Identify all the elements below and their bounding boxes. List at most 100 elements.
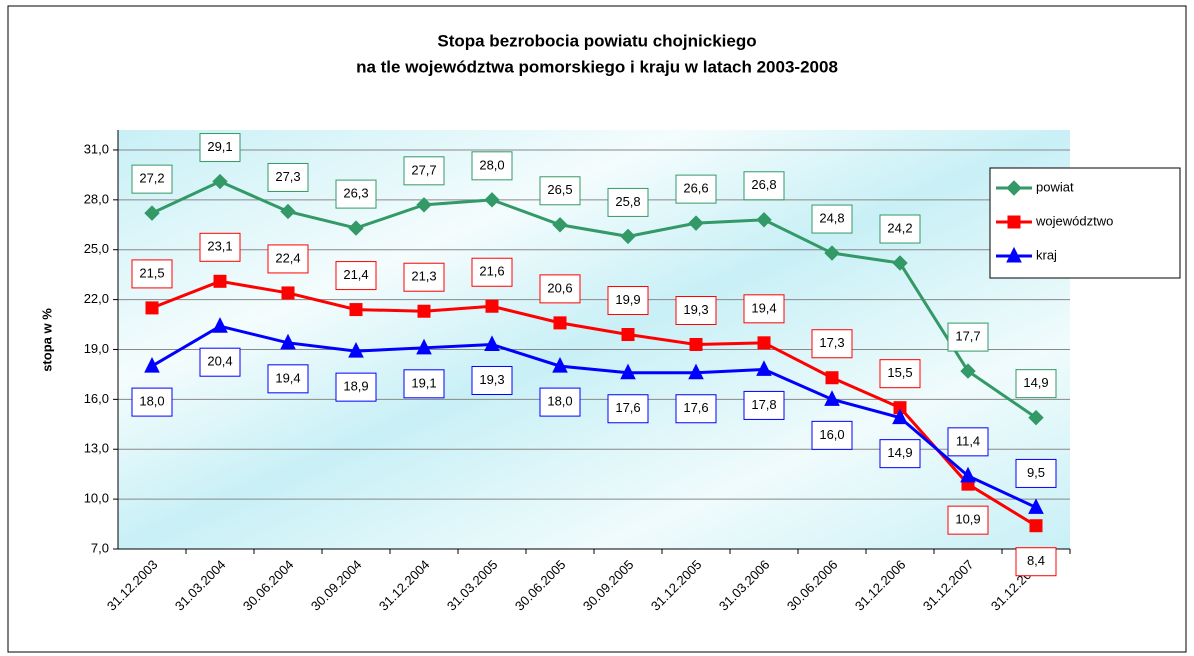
data-label-box bbox=[811, 420, 853, 450]
marker bbox=[1028, 498, 1044, 514]
marker bbox=[960, 466, 976, 483]
data-label-box bbox=[743, 294, 785, 324]
data-label-box bbox=[539, 274, 581, 304]
data-label: 24,8 bbox=[819, 210, 844, 225]
data-label: 17,8 bbox=[751, 397, 776, 412]
y-tick-label: 28,0 bbox=[84, 191, 109, 206]
data-label: 18,0 bbox=[547, 394, 572, 409]
series-line bbox=[151, 179, 1037, 419]
data-label-box bbox=[199, 232, 241, 262]
marker bbox=[416, 338, 432, 355]
data-label: 17,7 bbox=[955, 329, 980, 344]
data-label: 14,9 bbox=[887, 445, 912, 460]
series-line bbox=[151, 324, 1037, 509]
data-label: 26,6 bbox=[683, 181, 708, 196]
marker bbox=[553, 316, 567, 330]
marker bbox=[960, 363, 976, 379]
marker bbox=[688, 363, 704, 380]
marker bbox=[348, 220, 364, 236]
marker bbox=[824, 245, 840, 261]
data-label-box bbox=[403, 262, 445, 292]
marker bbox=[417, 304, 431, 318]
data-label-box bbox=[1015, 547, 1057, 577]
marker bbox=[892, 255, 908, 271]
data-label: 27,7 bbox=[411, 162, 436, 177]
data-label: 26,5 bbox=[547, 182, 572, 197]
data-label-box bbox=[335, 372, 377, 402]
data-label-box bbox=[607, 187, 649, 217]
data-label: 8,4 bbox=[1027, 553, 1045, 568]
data-label: 20,6 bbox=[547, 280, 572, 295]
marker bbox=[621, 328, 635, 342]
data-label: 23,1 bbox=[207, 239, 232, 254]
chart-title: Stopa bezrobocia powiatu chojnickiego bbox=[437, 31, 756, 50]
data-label-box bbox=[947, 427, 989, 457]
data-label-box bbox=[811, 204, 853, 234]
legend-marker bbox=[1006, 180, 1022, 196]
marker bbox=[145, 301, 159, 315]
data-label-box bbox=[199, 133, 241, 163]
data-label-box bbox=[403, 369, 445, 399]
data-label-box bbox=[879, 359, 921, 389]
data-label: 21,6 bbox=[479, 264, 504, 279]
data-label-box bbox=[267, 364, 309, 394]
legend-label: województwo bbox=[1035, 213, 1113, 228]
marker bbox=[485, 299, 499, 313]
marker bbox=[416, 197, 432, 213]
data-label: 25,8 bbox=[615, 194, 640, 209]
data-label-box bbox=[335, 179, 377, 209]
data-label: 17,6 bbox=[615, 400, 640, 415]
data-label-box bbox=[1015, 458, 1057, 488]
marker bbox=[349, 303, 363, 317]
data-label: 26,8 bbox=[751, 177, 776, 192]
data-label: 28,0 bbox=[479, 157, 504, 172]
y-tick-label: 10,0 bbox=[84, 491, 109, 506]
marker bbox=[825, 371, 839, 385]
data-label: 10,9 bbox=[955, 512, 980, 527]
chart-subtitle: na tle województwa pomorskiego i kraju w… bbox=[356, 57, 838, 76]
data-label-box bbox=[743, 171, 785, 201]
data-label-box bbox=[675, 394, 717, 424]
marker bbox=[756, 212, 772, 228]
marker bbox=[620, 228, 636, 245]
data-label-box bbox=[131, 387, 173, 417]
marker bbox=[484, 192, 500, 208]
data-label: 19,1 bbox=[411, 375, 436, 390]
data-label: 14,9 bbox=[1023, 375, 1048, 390]
marker bbox=[757, 336, 771, 350]
data-label-box bbox=[539, 176, 581, 206]
data-label: 19,4 bbox=[751, 300, 776, 315]
marker bbox=[689, 337, 703, 351]
y-tick-label: 25,0 bbox=[84, 241, 109, 256]
data-label: 20,4 bbox=[207, 354, 232, 369]
legend-marker bbox=[1006, 246, 1022, 263]
data-label: 17,6 bbox=[683, 400, 708, 415]
data-label-box bbox=[1015, 369, 1057, 399]
plot-area bbox=[118, 130, 1070, 549]
data-label: 16,0 bbox=[819, 427, 844, 442]
marker bbox=[348, 342, 364, 358]
legend-marker bbox=[1007, 215, 1021, 229]
data-label: 22,4 bbox=[275, 250, 300, 265]
data-label-box bbox=[131, 259, 173, 289]
marker bbox=[552, 356, 568, 373]
data-label-box bbox=[539, 387, 581, 417]
y-tick-label: 13,0 bbox=[84, 441, 109, 456]
marker bbox=[280, 333, 296, 350]
data-label-box bbox=[879, 214, 921, 244]
y-axis-title: stopa w % bbox=[39, 308, 54, 372]
data-label: 21,5 bbox=[139, 265, 164, 280]
data-label: 18,0 bbox=[139, 394, 164, 409]
marker bbox=[144, 205, 160, 221]
data-label: 18,9 bbox=[343, 379, 368, 394]
data-label-box bbox=[199, 347, 241, 377]
marker bbox=[756, 360, 772, 376]
data-label-box bbox=[471, 257, 513, 287]
data-label: 24,2 bbox=[887, 220, 912, 235]
marker bbox=[281, 286, 295, 300]
data-label-box bbox=[131, 164, 173, 194]
y-tick-label: 7,0 bbox=[91, 540, 109, 555]
marker bbox=[1029, 519, 1043, 533]
data-label-box bbox=[879, 439, 921, 469]
